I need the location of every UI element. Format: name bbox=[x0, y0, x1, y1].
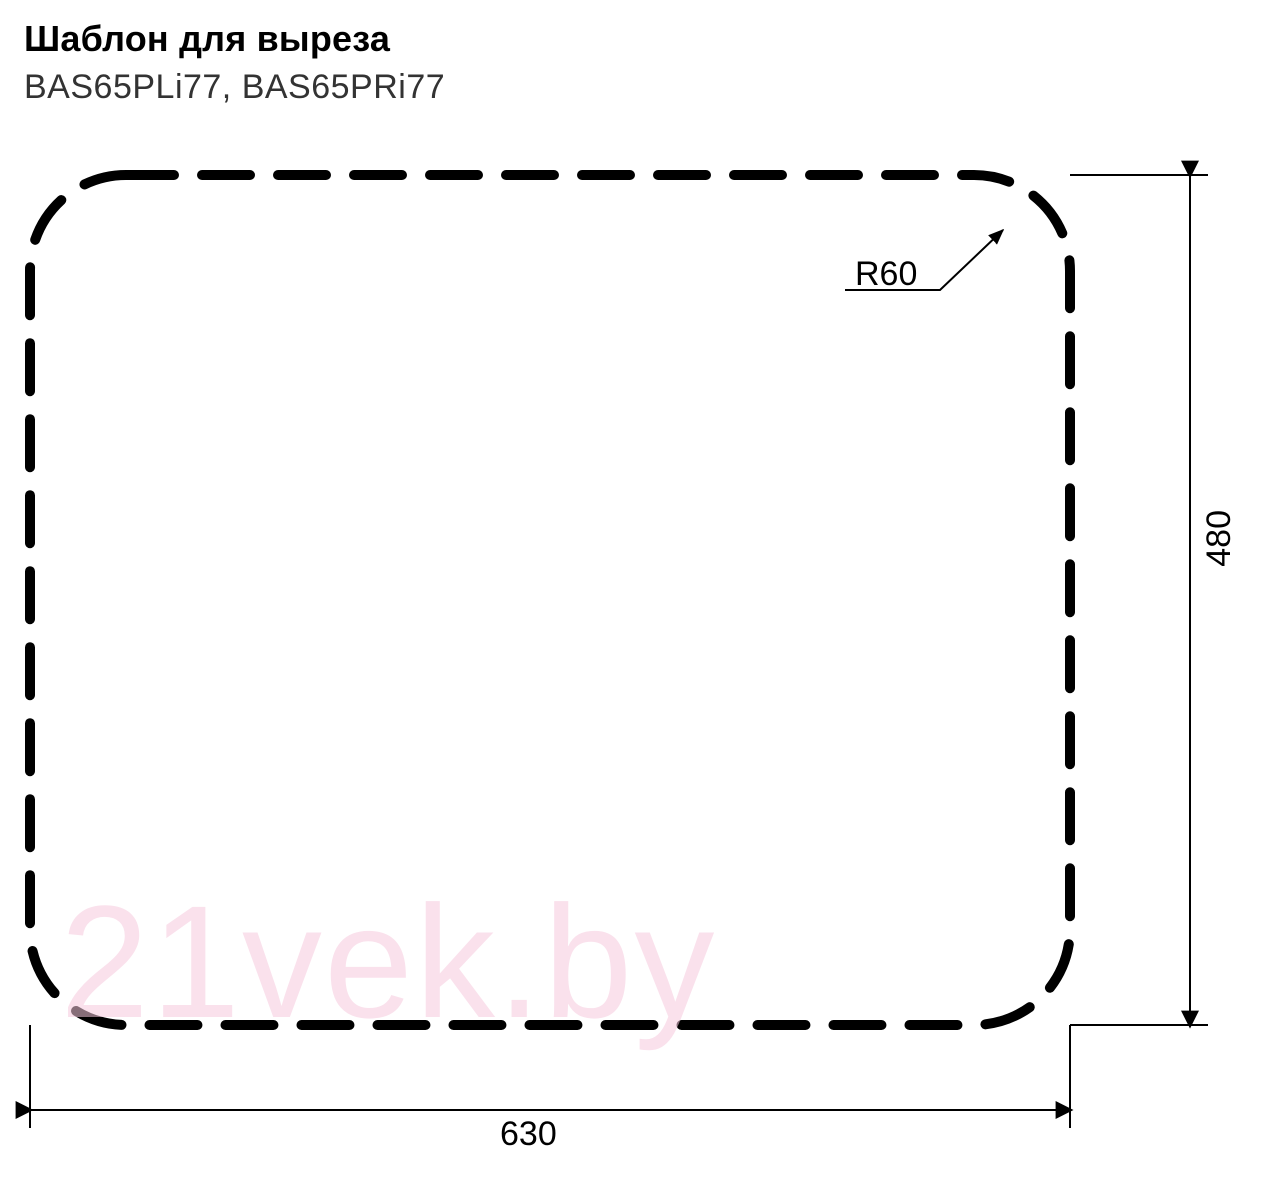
radius-label: R60 bbox=[855, 255, 917, 294]
cutout-outline bbox=[30, 175, 1070, 1025]
height-dimension-label: 480 bbox=[1200, 510, 1239, 567]
width-dimension-label: 630 bbox=[500, 1115, 557, 1154]
drawing-svg bbox=[0, 0, 1264, 1183]
cutout-template-diagram: Шаблон для выреза BAS65PLi77, BAS65PRi77 bbox=[0, 0, 1264, 1183]
